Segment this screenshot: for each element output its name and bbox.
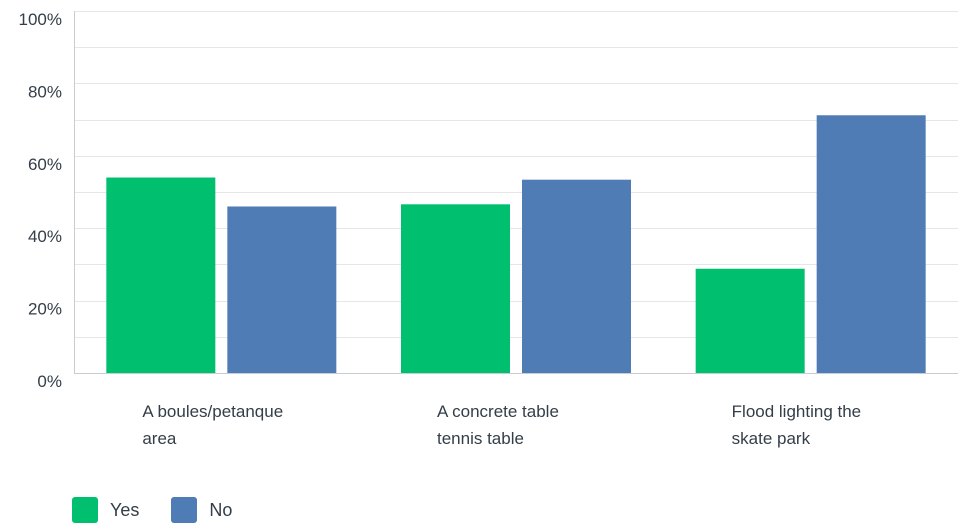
bar-no xyxy=(522,179,631,373)
bar-no xyxy=(227,206,337,373)
axes xyxy=(74,11,958,374)
bars xyxy=(106,115,926,374)
legend-label-yes: Yes xyxy=(110,499,140,520)
legend-swatch-yes xyxy=(72,497,98,523)
x-axis-labels: A boules/petanque area A concrete table ten… xyxy=(142,402,861,448)
legend: Yes No xyxy=(72,497,264,523)
bar-yes xyxy=(695,268,805,373)
legend-label-no: No xyxy=(209,499,233,520)
y-tick-label: 100% xyxy=(19,10,62,29)
gridlines xyxy=(74,11,958,338)
bar-no xyxy=(816,115,926,374)
category-label: skate park xyxy=(732,429,811,448)
category-label: area xyxy=(142,429,177,448)
y-tick-label: 0% xyxy=(37,372,62,391)
y-tick-label: 40% xyxy=(28,227,62,246)
y-tick-label: 20% xyxy=(28,300,62,319)
category-label: Flood lighting the xyxy=(732,402,861,421)
legend-swatch-no xyxy=(171,497,198,523)
bar-yes xyxy=(106,177,216,373)
category-label: tennis table xyxy=(437,429,524,448)
category-label: A concrete table xyxy=(437,402,559,421)
legend-item-yes[interactable]: Yes xyxy=(72,497,139,523)
y-tick-label: 60% xyxy=(28,155,62,174)
legend-item-no[interactable]: No xyxy=(171,497,232,523)
category-label: A boules/petanque xyxy=(142,402,283,421)
bar-yes xyxy=(401,204,510,373)
y-axis-ticks: 0% 20% 40% 60% 80% 100% xyxy=(19,10,62,391)
y-tick-label: 80% xyxy=(28,82,62,101)
